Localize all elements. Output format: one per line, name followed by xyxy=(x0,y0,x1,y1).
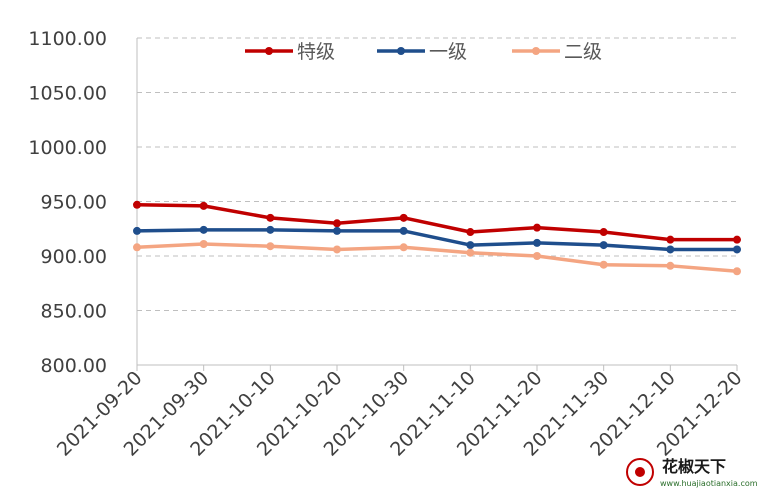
data-point xyxy=(333,219,341,228)
data-point xyxy=(133,226,141,235)
series-2 xyxy=(133,225,741,254)
watermark-text: 花椒天下 xyxy=(662,457,726,476)
data-point xyxy=(666,245,675,254)
data-point xyxy=(733,245,741,254)
data-point xyxy=(466,241,475,250)
legend-label: 特级 xyxy=(297,41,335,63)
watermark-logo: 花椒天下 www.huajiaotianxia.com xyxy=(626,457,758,488)
series-line xyxy=(136,242,738,274)
watermark-url: www.huajiaotianxia.com xyxy=(660,479,758,488)
data-point xyxy=(599,241,608,250)
data-point xyxy=(199,201,208,210)
data-point xyxy=(266,225,275,234)
data-point xyxy=(133,200,141,209)
series-1 xyxy=(133,200,741,244)
y-tick-label: 950.00 xyxy=(41,192,107,214)
series-lines xyxy=(133,200,741,276)
data-point xyxy=(133,243,141,252)
legend-label: 二级 xyxy=(564,41,602,63)
grid-lines xyxy=(137,37,737,311)
data-point xyxy=(266,213,275,222)
data-point xyxy=(733,267,741,276)
watermark-seal-dot xyxy=(635,467,645,477)
series-line xyxy=(136,228,737,252)
y-tick-label: 1100.00 xyxy=(28,28,107,50)
y-tick-label: 1000.00 xyxy=(28,137,107,159)
data-point xyxy=(199,225,208,234)
data-point xyxy=(399,243,408,252)
data-point xyxy=(666,235,675,244)
watermark-seal-icon xyxy=(626,458,654,486)
legend-marker xyxy=(265,47,273,55)
legend: 特级 一级 二级 xyxy=(245,41,602,63)
data-point xyxy=(466,248,475,257)
y-tick-label: 800.00 xyxy=(41,355,107,377)
y-tick-label: 850.00 xyxy=(41,301,107,323)
data-point xyxy=(599,228,608,237)
y-tick-label: 900.00 xyxy=(41,246,107,268)
axes xyxy=(136,38,738,371)
data-point xyxy=(533,252,541,260)
data-point xyxy=(533,223,541,232)
data-point xyxy=(599,260,608,269)
legend-marker xyxy=(397,47,405,55)
data-point xyxy=(533,238,541,247)
y-tick-label: 1050.00 xyxy=(28,83,107,105)
series-3 xyxy=(133,240,741,276)
data-point xyxy=(666,261,675,270)
x-axis-tick-labels: 2021-09-202021-09-302021-10-102021-10-20… xyxy=(53,367,747,461)
series-line xyxy=(136,203,737,242)
legend-label: 一级 xyxy=(429,41,467,63)
data-point xyxy=(733,235,741,244)
data-point xyxy=(333,226,341,235)
data-point xyxy=(399,226,408,235)
data-point xyxy=(266,242,275,251)
data-point xyxy=(199,240,208,249)
data-point xyxy=(333,245,341,254)
legend-marker xyxy=(532,47,540,55)
y-axis-tick-labels: 800.00 850.00 900.00 950.00 1000.00 1050.00 11… xyxy=(28,28,107,377)
data-point xyxy=(466,228,475,237)
data-point xyxy=(399,213,408,222)
